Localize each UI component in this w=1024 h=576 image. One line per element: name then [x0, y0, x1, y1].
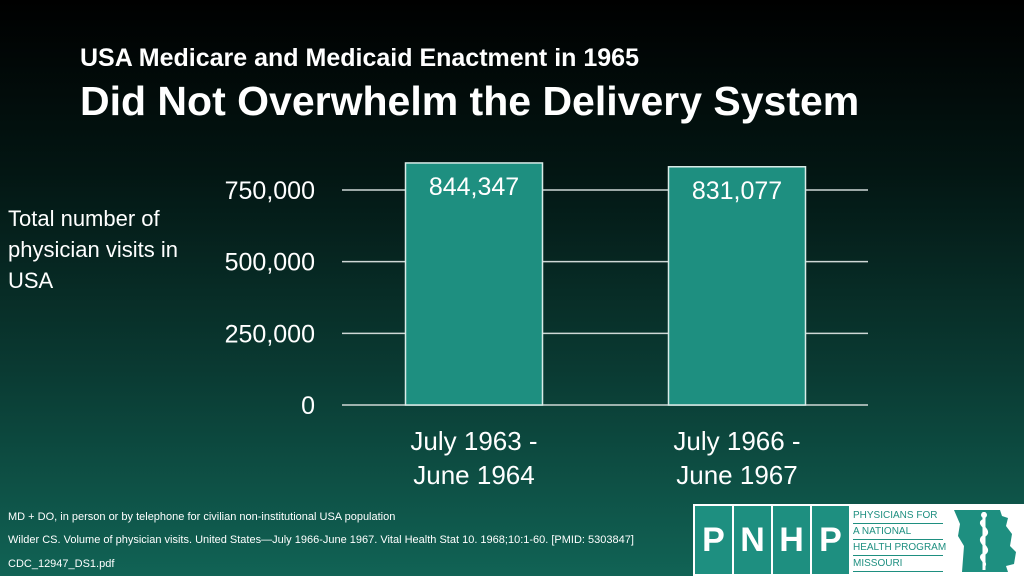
bar-value-label: 831,077 — [692, 177, 782, 205]
logo-letter: N — [734, 506, 771, 574]
logo-text-line: A NATIONAL — [853, 524, 943, 540]
x-tick-label: July 1966 - — [673, 426, 800, 456]
bar-value-label: 844,347 — [429, 173, 519, 201]
logo-text-line: PHYSICIANS FOR — [853, 508, 943, 524]
logo-letter: P — [812, 506, 849, 574]
logo-text-line: MISSOURI — [853, 556, 943, 572]
footnote-citation: Wilder CS. Volume of physician visits. U… — [8, 534, 634, 546]
y-tick-label: 0 — [301, 392, 315, 420]
x-tick-label: June 1967 — [676, 460, 797, 490]
bar-chart: 0 250,000 500,000 750,000 844,347 July 1963 -… — [225, 162, 868, 490]
footnote-source-file: CDC_12947_DS1.pdf — [8, 558, 115, 570]
missouri-caduceus-icon — [954, 510, 1016, 572]
logo-letter: P — [695, 506, 732, 574]
slide-title-line1: USA Medicare and Medicaid Enactment in 1… — [80, 44, 639, 72]
y-axis-label: Total number of physician visits in USA — [8, 206, 178, 293]
footnote-population: MD + DO, in person or by telephone for c… — [8, 511, 396, 523]
bar — [667, 166, 807, 406]
y-tick-label: 750,000 — [225, 177, 315, 205]
logo-letters: P N H P — [695, 506, 851, 574]
slide-title-line2: Did Not Overwhelm the Delivery System — [80, 78, 860, 124]
pnhp-logo: P N H P PHYSICIANS FOR A NATIONAL HEALTH… — [693, 504, 1024, 576]
bar — [404, 162, 544, 406]
logo-letter: H — [773, 506, 810, 574]
x-tick-label: July 1963 - — [410, 426, 537, 456]
y-tick-label: 250,000 — [225, 320, 315, 348]
x-tick-label: June 1964 — [413, 460, 534, 490]
y-tick-label: 500,000 — [225, 249, 315, 277]
logo-text: PHYSICIANS FOR A NATIONAL HEALTH PROGRAM… — [853, 508, 946, 572]
logo-text-line: HEALTH PROGRAM — [853, 540, 946, 556]
